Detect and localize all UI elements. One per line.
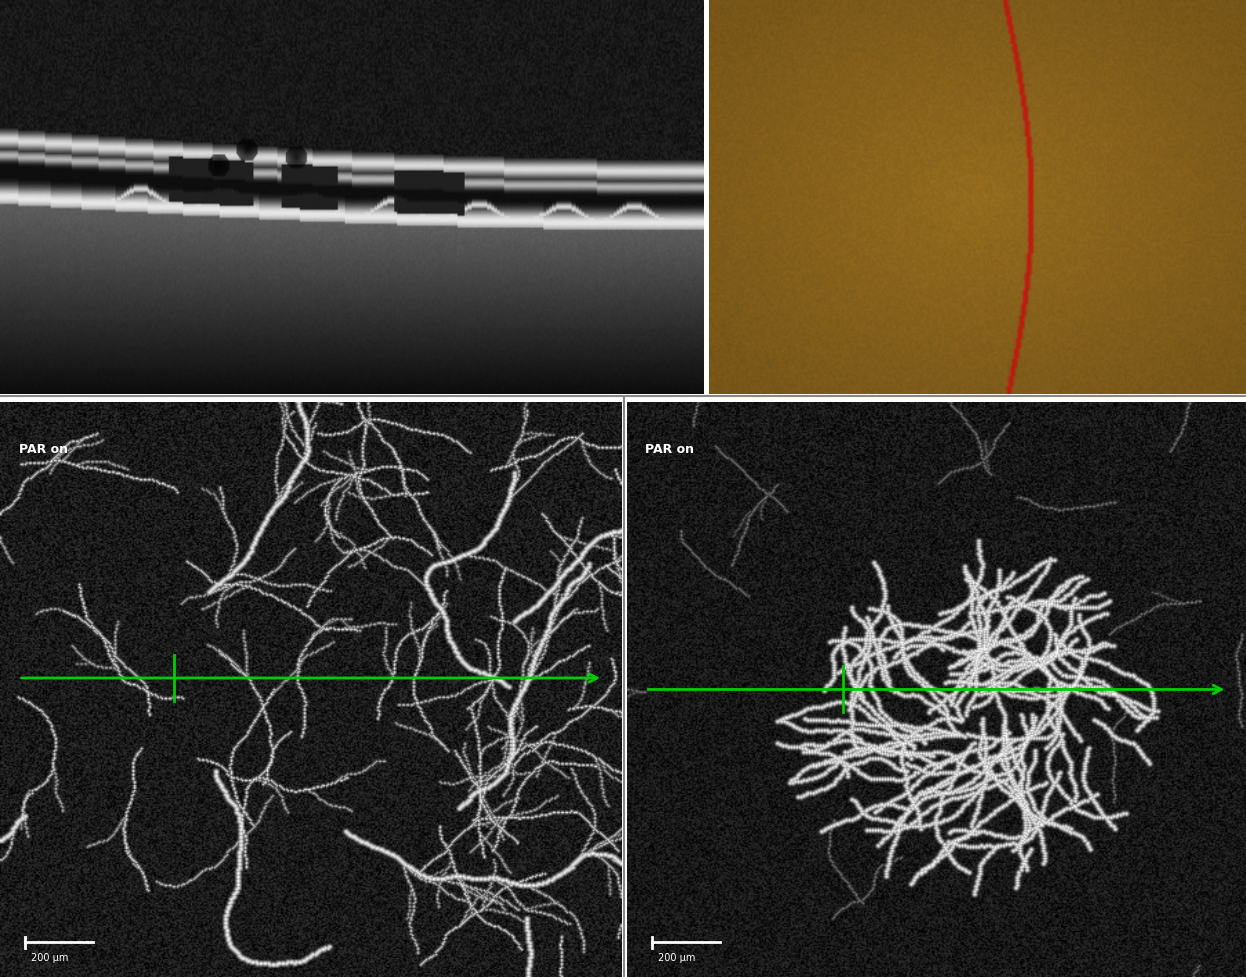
Text: 200 μm: 200 μm — [31, 952, 69, 961]
Text: PAR on: PAR on — [645, 443, 694, 455]
Text: 200 μm: 200 μm — [658, 952, 695, 961]
Text: PAR on: PAR on — [19, 443, 67, 455]
